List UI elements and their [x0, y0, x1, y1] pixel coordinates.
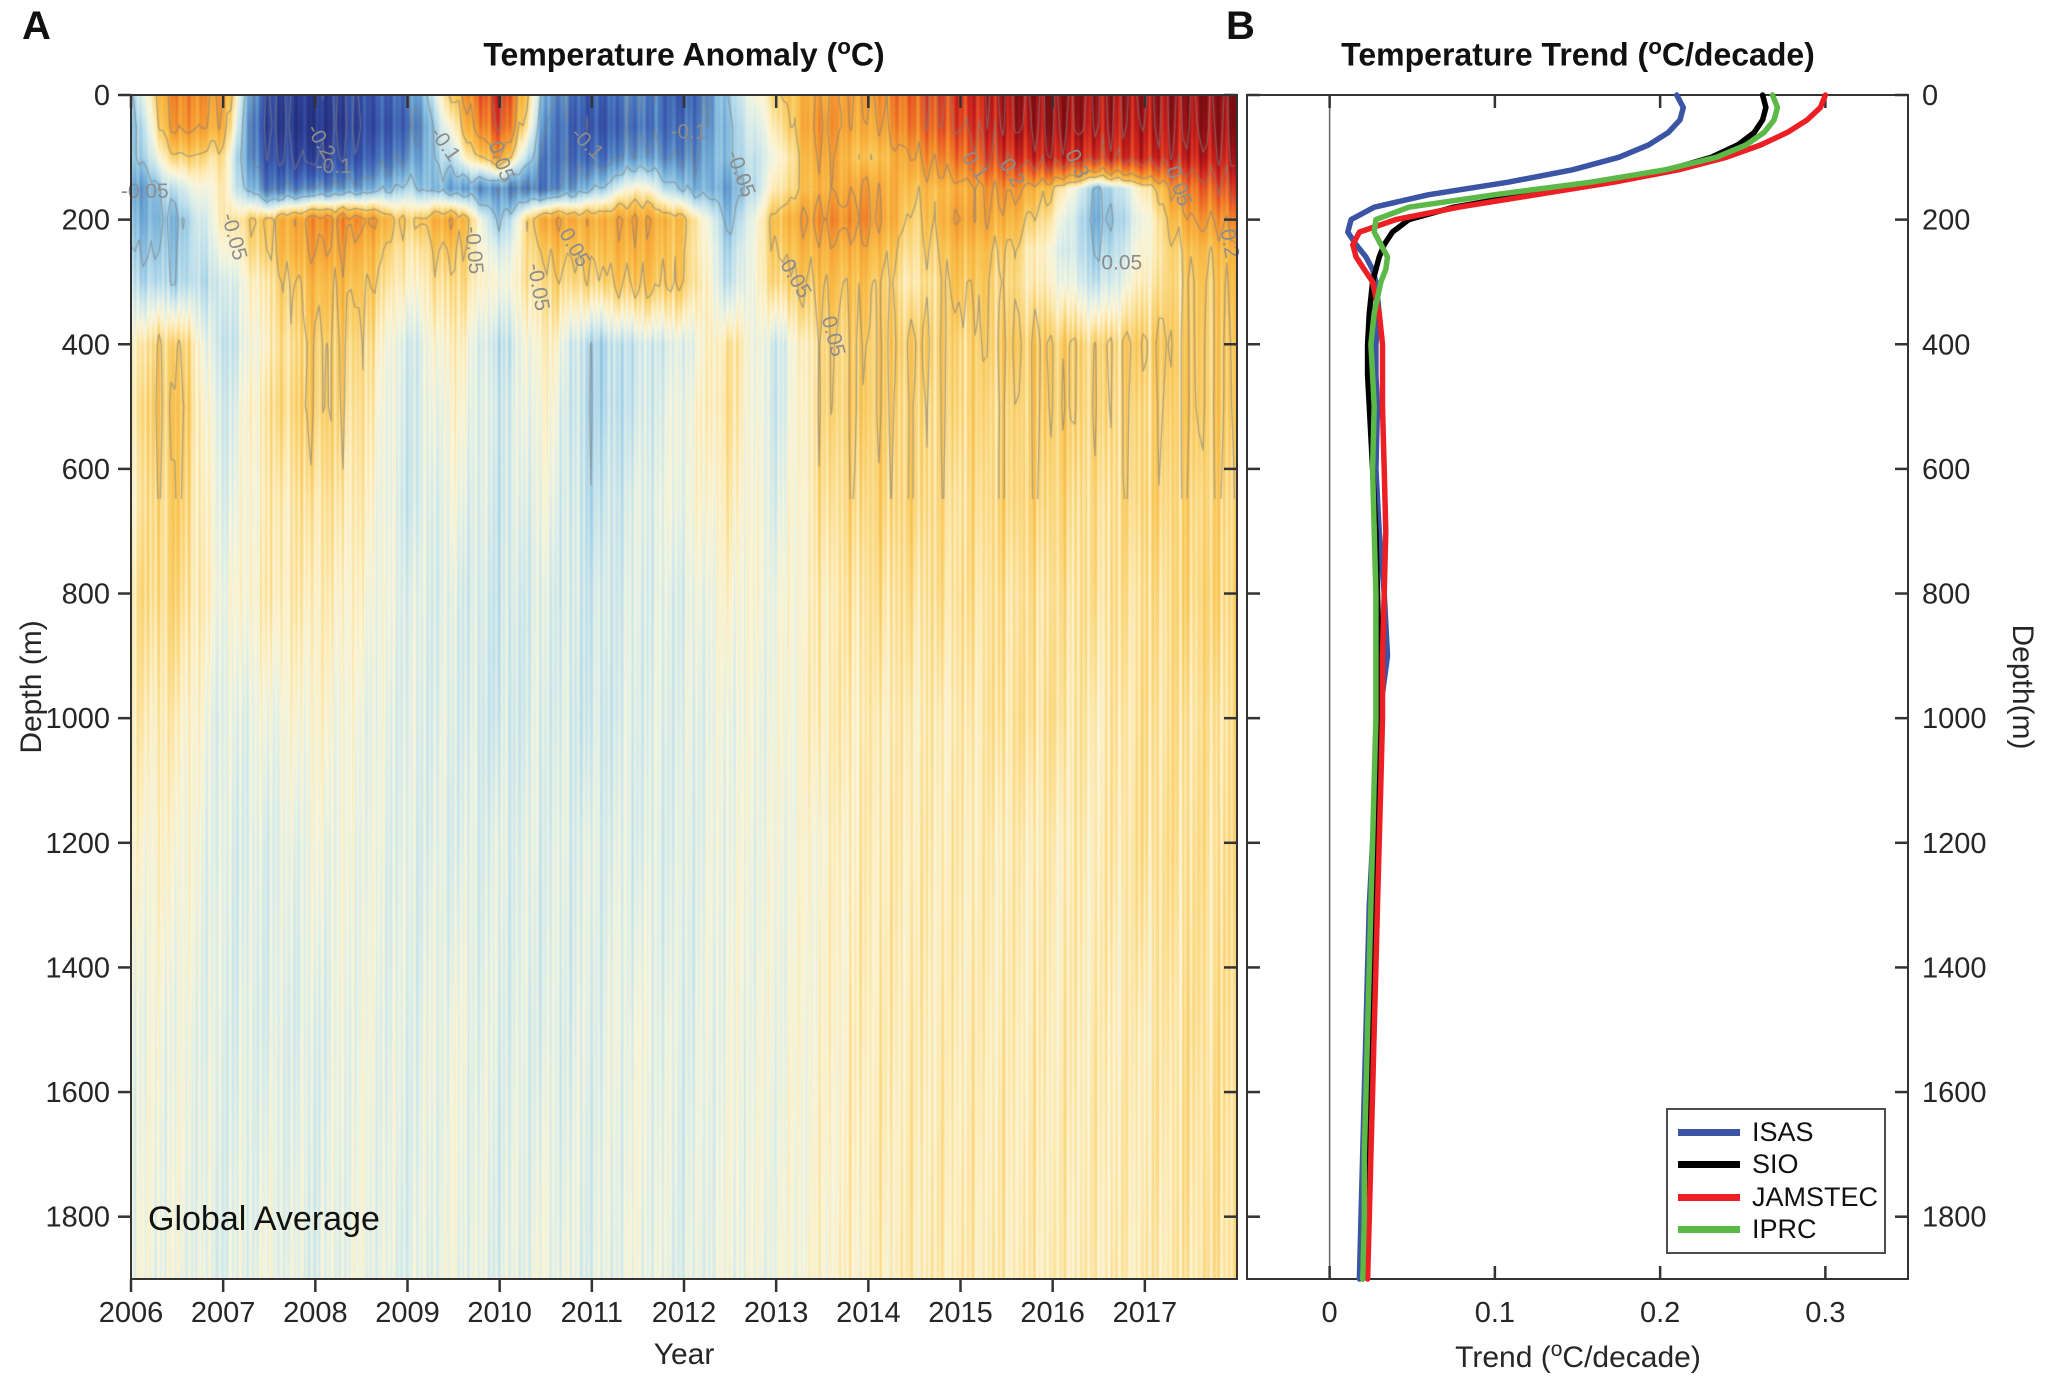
- panel-a-ytick-label: 1800: [45, 1202, 110, 1234]
- legend-item: JAMSTEC: [1678, 1183, 1878, 1211]
- panel-b-ytick-label: 200: [1922, 205, 1970, 237]
- panel-a-ytick-label: 0: [94, 80, 110, 112]
- panel-b-xtick-label: 0.1: [1475, 1297, 1515, 1329]
- legend-line-iprc: [1678, 1226, 1740, 1234]
- legend-item: SIO: [1678, 1151, 1874, 1178]
- panel-b-title: Temperature Trend (oC/decade): [1341, 34, 1815, 73]
- panel-a-title: Temperature Anomaly (oC): [483, 34, 885, 73]
- panel-a-ytick-label: 1400: [45, 952, 110, 984]
- legend-line-jamstec: [1678, 1193, 1740, 1201]
- panel-b-xtick-label: 0.3: [1805, 1297, 1845, 1329]
- panel-a-xtick-label: 2014: [836, 1297, 901, 1329]
- panel-b-ytick-label: 600: [1922, 454, 1970, 486]
- panel-a-xtick-label: 2009: [375, 1297, 440, 1329]
- legend-line-isas: [1678, 1128, 1740, 1136]
- panel-a-xtick-label: 2013: [744, 1297, 809, 1329]
- panel-a-xtick-label: 2016: [1020, 1297, 1085, 1329]
- panel-a-xtick-label: 2017: [1113, 1297, 1178, 1329]
- legend-item: ISAS: [1678, 1118, 1874, 1146]
- panel-b-ytick-label: 1000: [1922, 703, 1987, 735]
- legend-item: IPRC: [1678, 1216, 1874, 1243]
- panel-b-ytick-label: 1800: [1922, 1202, 1987, 1234]
- panel-a-xtick-label: 2008: [283, 1297, 348, 1329]
- panel-b-ytick-label: 1200: [1922, 828, 1987, 860]
- panel-b-box: [1246, 94, 1909, 1280]
- temperature-anomaly-heatmap: [131, 95, 1237, 1279]
- panel-a-xtick-label: 2011: [561, 1297, 623, 1329]
- panel-b-ytick-label: 0: [1922, 80, 1938, 112]
- panel-a-xlabel: Year: [653, 1338, 715, 1371]
- panel-b-xtick-label: 0.2: [1640, 1297, 1680, 1329]
- panel-a-xtick-label: 2007: [191, 1297, 256, 1329]
- heatmap-annotation: Global Average: [148, 1200, 380, 1238]
- panel-a-xtick-label: 2010: [467, 1297, 532, 1329]
- panel-a-letter: A: [22, 4, 51, 48]
- trend-line-iprc: [1359, 92, 1781, 1282]
- legend-line-sio: [1678, 1161, 1740, 1169]
- panel-b-ytick-label: 1600: [1922, 1077, 1987, 1109]
- panel-a-ytick-label: 1600: [45, 1077, 110, 1109]
- panel-a-ytick-label: 400: [62, 329, 110, 361]
- panel-a-ytick-label: 1200: [45, 828, 110, 860]
- panel-a-ytick-label: 1000: [45, 703, 110, 735]
- trend-line-jamstec: [1350, 92, 1829, 1282]
- panel-b-ytick-label: 800: [1922, 579, 1970, 611]
- panel-a-xtick-label: 2006: [99, 1297, 164, 1329]
- panel-b-ytick-label: 1400: [1922, 952, 1987, 984]
- panel-b-xtick-label: 0: [1322, 1297, 1338, 1329]
- panel-b-xlabel: Trend (oC/decade): [1455, 1338, 1701, 1374]
- panel-a-xtick-label: 2015: [928, 1297, 993, 1329]
- panel-b-ylabel: Depth(m): [2006, 624, 2039, 750]
- panel-b-ytick-label: 400: [1922, 329, 1970, 361]
- panel-a-ytick-label: 600: [62, 454, 110, 486]
- legend: ISAS SIO JAMSTEC IPRC: [1666, 1108, 1886, 1254]
- panel-a-ylabel: Depth (m): [15, 620, 48, 754]
- trend-line-sio: [1359, 92, 1769, 1282]
- panel-b-letter: B: [1226, 4, 1255, 48]
- panel-a-ytick-label: 200: [62, 205, 110, 237]
- panel-a-xtick-label: 2012: [652, 1297, 717, 1329]
- trend-line-isas: [1345, 92, 1687, 1282]
- panel-a-ytick-label: 800: [62, 579, 110, 611]
